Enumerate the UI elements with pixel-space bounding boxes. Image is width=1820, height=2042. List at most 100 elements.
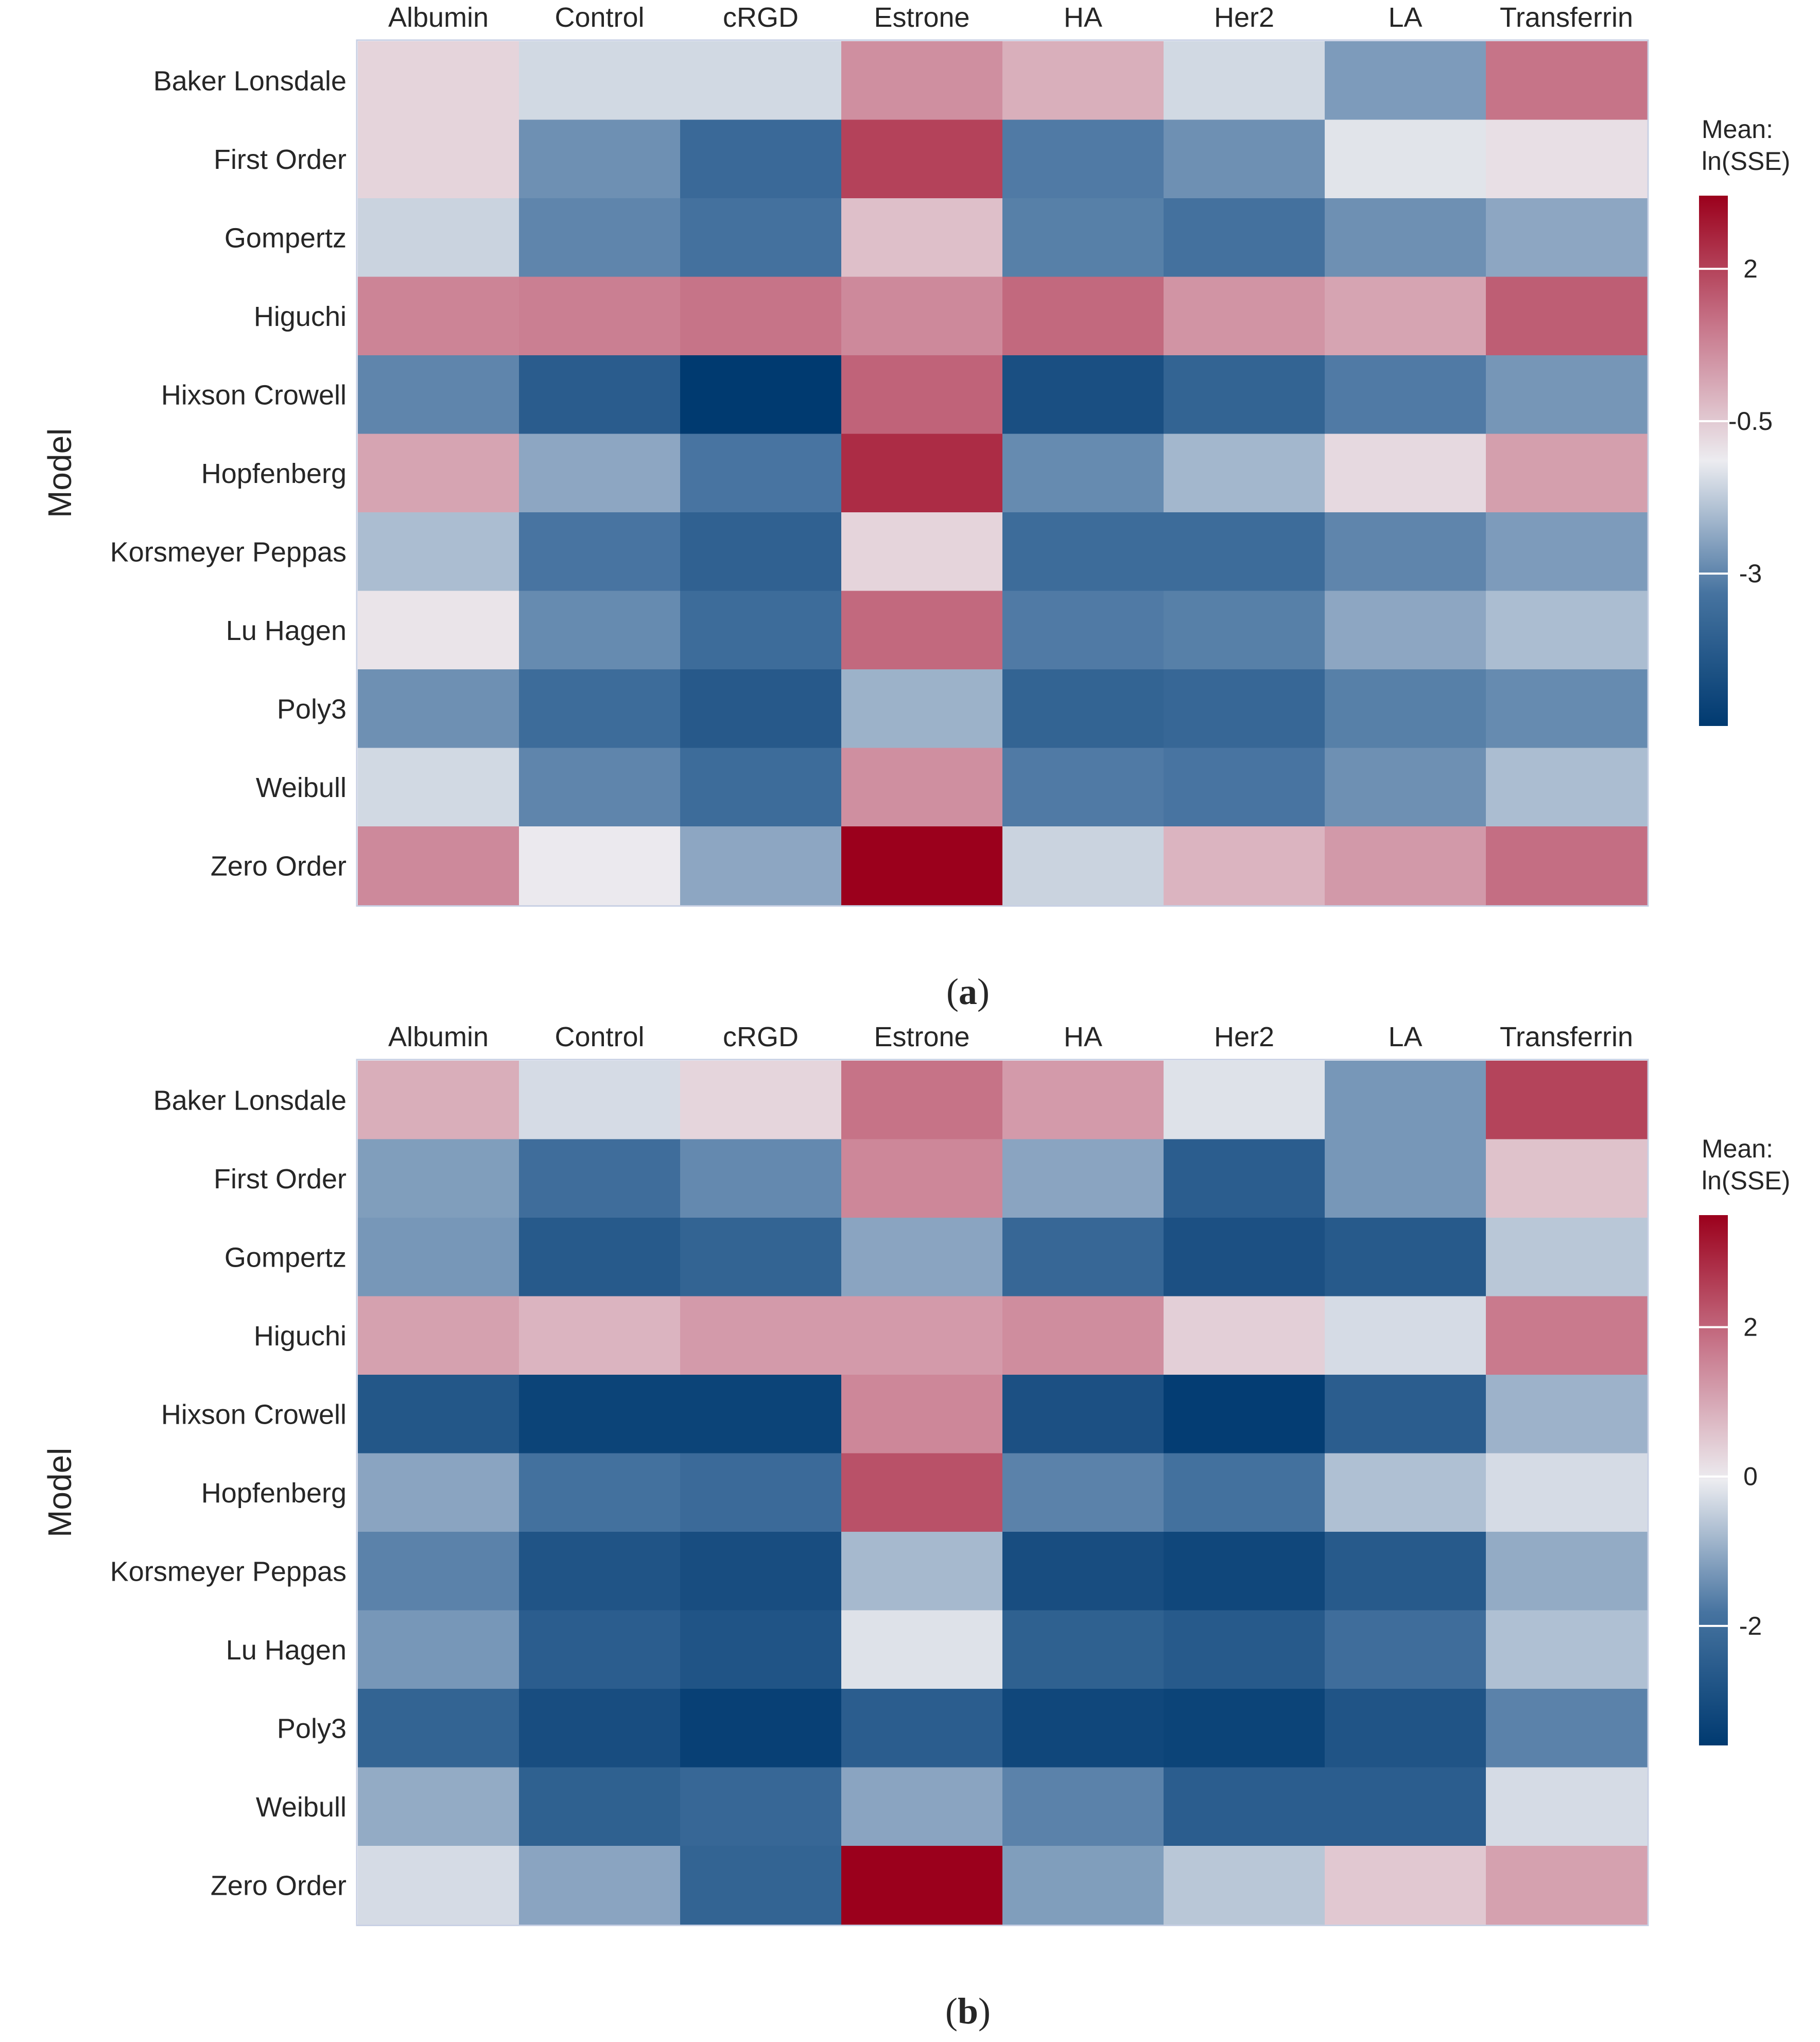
row-label: Hixson Crowell (161, 379, 346, 410)
heatmap-cell (519, 1375, 681, 1454)
heatmap-cell (841, 826, 1003, 906)
row-label: Baker Lonsdale (153, 1085, 346, 1116)
heatmap-cell (1325, 1610, 1486, 1689)
heatmap-cell (1486, 1061, 1648, 1140)
y-axis-title: Model (41, 1448, 78, 1537)
column-label: HA (1064, 2, 1102, 33)
heatmap-cell (358, 119, 519, 199)
heatmap-cell (1486, 276, 1648, 356)
heatmap-cell (1164, 669, 1325, 749)
heatmap-cell (358, 276, 519, 356)
row-label: Higuchi (254, 301, 346, 332)
plot-frame (356, 39, 1649, 907)
heatmap-cell (1486, 355, 1648, 435)
row-label: Korsmeyer Peppas (110, 1556, 346, 1587)
heatmap-cell (1002, 748, 1164, 827)
heatmap-cell (519, 669, 681, 749)
colorbar-tick-label: 2 (1743, 1313, 1758, 1342)
heatmap-cell (519, 276, 681, 356)
heatmap-cell (1325, 1689, 1486, 1768)
heatmap-cell (1325, 826, 1486, 906)
heatmap-panel-a: Albumin Control cRGD Estrone HA Her2 LA Transfe… (41, 2, 1790, 1012)
row-label: Hopfenberg (201, 1478, 346, 1509)
row-label: First Order (214, 1164, 346, 1195)
heatmap-cell (358, 826, 519, 906)
heatmap-cell (519, 355, 681, 435)
colorbar-title: Mean: (1702, 1134, 1773, 1163)
heatmap-cell (1325, 1139, 1486, 1218)
heatmap-cell (1164, 591, 1325, 670)
colorbar (1699, 1215, 1728, 1745)
heatmap-cell (1164, 1453, 1325, 1532)
heatmap-cell (358, 355, 519, 435)
column-label: Her2 (1214, 2, 1274, 33)
heatmap-cell (1164, 1610, 1325, 1689)
heatmap-cell (680, 1453, 842, 1532)
heatmap-cell (680, 276, 842, 356)
heatmap-cell (680, 1846, 842, 1925)
heatmap-cell (519, 1453, 681, 1532)
heatmap-cell (1002, 669, 1164, 749)
heatmap-cell (519, 591, 681, 670)
heatmap-cell (680, 1061, 842, 1140)
heatmap-cell (680, 198, 842, 278)
heatmap-cell (1164, 355, 1325, 435)
heatmap-cell (519, 1218, 681, 1297)
heatmap-cell (1002, 1296, 1164, 1375)
heatmap-cell (1325, 355, 1486, 435)
row-label: Weibull (256, 772, 346, 803)
heatmap-cell (1002, 1532, 1164, 1611)
heatmap-cell (519, 434, 681, 513)
heatmap-cell (1002, 355, 1164, 435)
heatmap-cell (680, 1610, 842, 1689)
row-label: Hixson Crowell (161, 1399, 346, 1430)
heatmap-cell (358, 1610, 519, 1689)
row-label: Hopfenberg (201, 458, 346, 489)
heatmap-cell (841, 1610, 1003, 1689)
heatmap-cell (841, 1218, 1003, 1297)
heatmap-cell (680, 512, 842, 592)
row-label: Gompertz (224, 222, 346, 253)
heatmap-cell (680, 1532, 842, 1611)
heatmap-cell (1486, 198, 1648, 278)
heatmap-cell (1325, 434, 1486, 513)
column-label: Control (554, 1022, 644, 1052)
heatmap-cell (358, 1689, 519, 1768)
heatmap-cell (1486, 1532, 1648, 1611)
heatmap-cell (841, 119, 1003, 199)
row-label: First Order (214, 144, 346, 175)
heatmap-cell (1486, 1375, 1648, 1454)
column-label: Transferrin (1500, 2, 1633, 33)
heatmap-cell (680, 669, 842, 749)
row-label: Poly3 (277, 694, 346, 724)
heatmap-cell (1486, 41, 1648, 120)
heatmap-cell (1002, 826, 1164, 906)
heatmap-cell (841, 198, 1003, 278)
plot-frame (356, 1059, 1649, 1926)
heatmap-cell (1164, 119, 1325, 199)
heatmap-cell (680, 1767, 842, 1846)
column-label: Control (554, 2, 644, 33)
heatmap-cell (1325, 669, 1486, 749)
heatmap-cell (680, 1375, 842, 1454)
heatmap-cell (1164, 198, 1325, 278)
heatmap-cell (1325, 198, 1486, 278)
heatmap-cell (1002, 276, 1164, 356)
heatmap-cell (358, 1846, 519, 1925)
panel-label: (b) (945, 1991, 991, 2032)
heatmap-cell (1486, 669, 1648, 749)
heatmap-cell (680, 434, 842, 513)
row-label: Korsmeyer Peppas (110, 537, 346, 567)
column-label: LA (1388, 2, 1422, 33)
heatmap-cell (358, 1139, 519, 1218)
heatmap-cell (1486, 434, 1648, 513)
heatmap-cell (680, 119, 842, 199)
heatmap-cell (519, 1846, 681, 1925)
heatmap-cell (841, 1532, 1003, 1611)
heatmap-cell (1002, 1139, 1164, 1218)
row-label: Baker Lonsdale (153, 65, 346, 96)
heatmap-cell (1325, 748, 1486, 827)
heatmap-cell (1164, 1375, 1325, 1454)
heatmap-cell (358, 591, 519, 670)
